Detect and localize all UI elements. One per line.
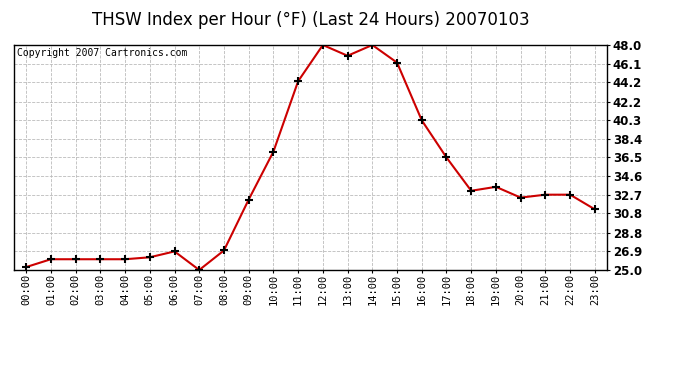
Text: THSW Index per Hour (°F) (Last 24 Hours) 20070103: THSW Index per Hour (°F) (Last 24 Hours)… xyxy=(92,11,529,29)
Text: Copyright 2007 Cartronics.com: Copyright 2007 Cartronics.com xyxy=(17,48,187,58)
